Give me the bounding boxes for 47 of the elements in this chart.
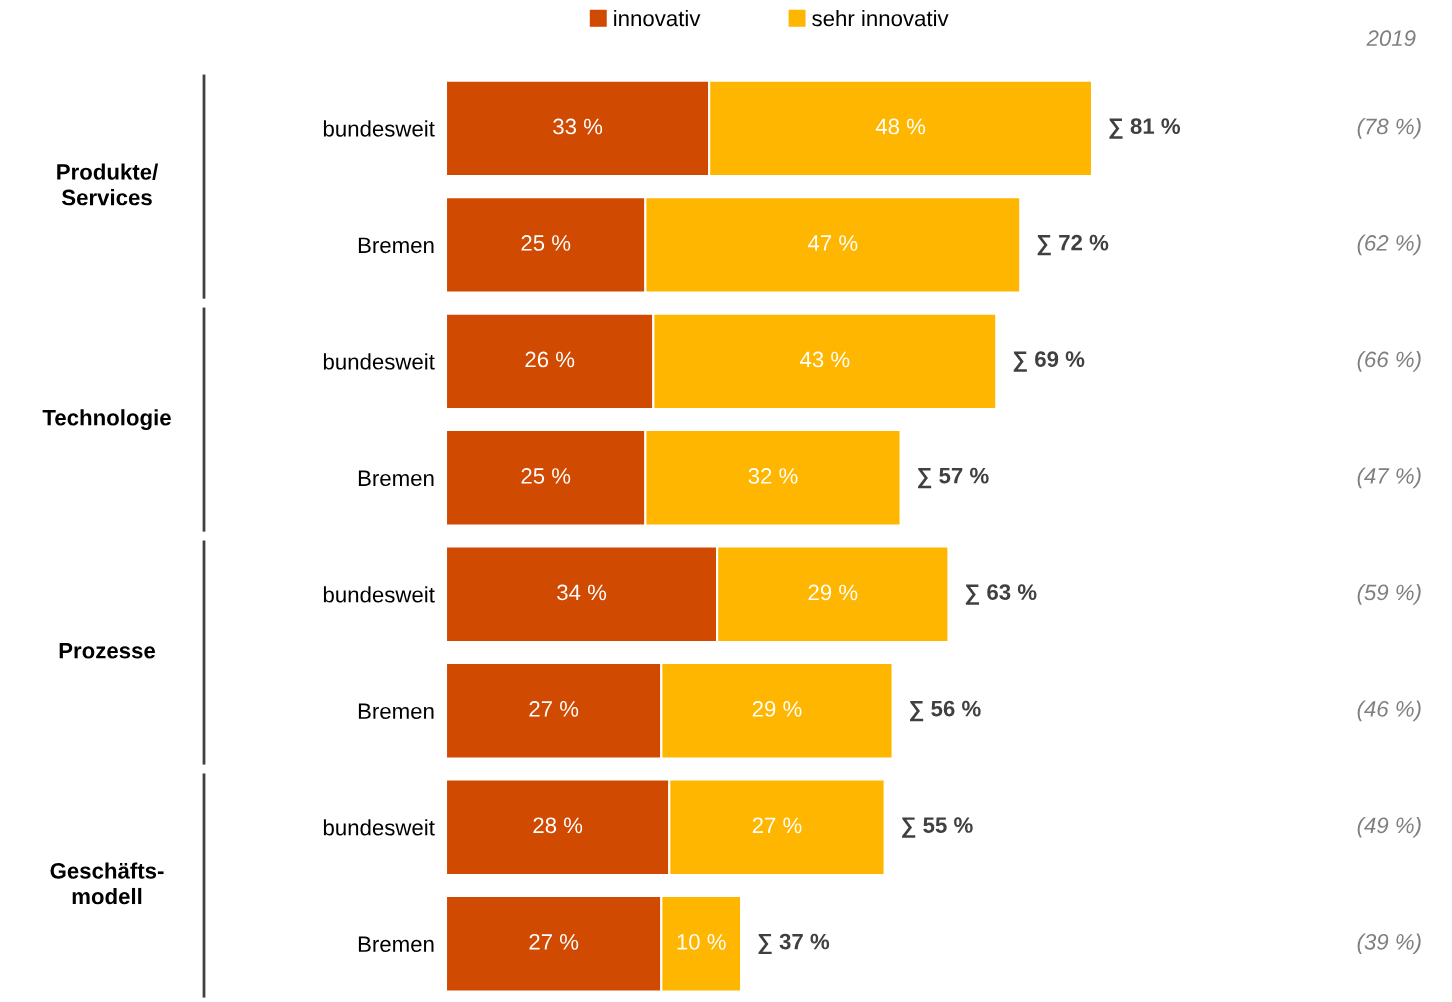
text: 2019 — [1366, 30, 1416, 47]
text: (47 %) — [1357, 467, 1421, 489]
y-tick-label: bundesweit — [323, 586, 435, 603]
legend-label: sehr innovativ — [812, 9, 949, 27]
text: (49 %) — [1357, 816, 1421, 838]
data-label: 27 % — [752, 817, 802, 834]
data-label: 48 % — [875, 118, 926, 135]
text: (46 %) — [1357, 700, 1421, 722]
total-label: ∑ 56 % — [910, 700, 981, 722]
text: Geschäfts- modell — [50, 862, 164, 905]
y-tick-label: Bremen — [358, 703, 434, 720]
data-label: 29 % — [752, 701, 802, 717]
text: (39 %) — [1357, 933, 1421, 955]
total-label: ∑ 57 % — [918, 467, 989, 489]
y-tick-label: bundesweit — [323, 353, 435, 370]
text: Produkte/ Services — [57, 163, 159, 206]
total-label: ∑ 63 % — [965, 584, 1037, 605]
y-tick-label: bundesweit — [323, 819, 435, 836]
data-label: 27 % — [529, 933, 579, 950]
total-label: ∑ 37 % — [758, 933, 830, 955]
text: (59 %) — [1357, 583, 1421, 605]
data-label: 33 % — [553, 118, 603, 135]
text: Technologie — [42, 409, 171, 430]
data-label: 43 % — [800, 351, 850, 368]
legend-label: innovativ — [614, 9, 701, 27]
data-label: 25 % — [521, 235, 571, 251]
data-label: 32 % — [748, 468, 798, 484]
y-tick-label: Bremen — [358, 470, 434, 487]
text: (62 %) — [1357, 234, 1421, 256]
text: (78 %) — [1357, 118, 1421, 139]
data-label: 29 % — [808, 584, 858, 601]
data-label: 28 % — [533, 817, 583, 834]
text: Prozesse — [59, 643, 156, 659]
text: (66 %) — [1357, 350, 1421, 372]
y-tick-label: Bremen — [358, 936, 434, 953]
total-label: ∑ 69 % — [1013, 351, 1085, 372]
y-tick-label: Bremen — [358, 237, 434, 254]
data-label: 10 % — [677, 933, 726, 950]
total-label: ∑ 55 % — [902, 817, 973, 838]
data-label: 27 % — [529, 701, 579, 717]
y-tick-label: bundesweit — [323, 120, 435, 137]
data-label: 47 % — [807, 235, 858, 251]
data-label: 25 % — [521, 468, 571, 484]
data-label: 26 % — [525, 351, 575, 368]
data-label: 34 % — [557, 584, 607, 601]
total-label: ∑ 81 % — [1109, 118, 1181, 139]
total-label: ∑ 72 % — [1037, 234, 1109, 256]
